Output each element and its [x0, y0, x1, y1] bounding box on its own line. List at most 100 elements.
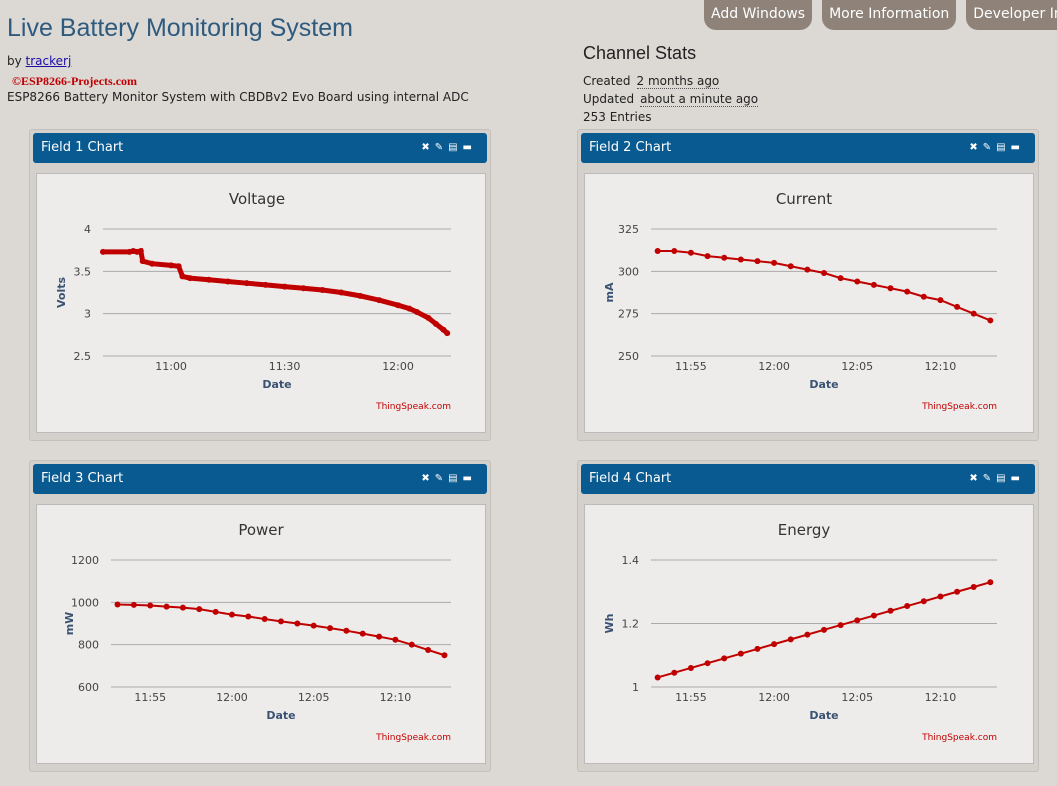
x-tick-label: 12:05: [298, 691, 330, 704]
data-point: [920, 293, 927, 300]
chart-area: Current 325 300 275 250 11:55 12:00 12:05 12:10 D…: [584, 173, 1034, 433]
data-point: [954, 588, 961, 595]
pencil-icon[interactable]: ✎: [434, 142, 449, 153]
channel-stats: Channel Stats Created 2 months ago Update…: [583, 43, 759, 126]
channel-stats-title: Channel Stats: [583, 43, 697, 63]
data-point: [887, 607, 894, 614]
y-tick-label: 1200: [71, 554, 99, 567]
add-windows-button[interactable]: Add Windows: [704, 0, 813, 30]
x-tick-label: 12:05: [841, 360, 873, 373]
chart-panel-field-3: Field 3 Chart ✖✎▤▬ Power 1200 1000 800 600 11…: [29, 460, 491, 772]
data-point: [754, 258, 761, 265]
x-axis-label: Date: [262, 378, 291, 391]
more-information-button[interactable]: More Information: [822, 0, 957, 30]
x-tick-label: 12:10: [925, 360, 957, 373]
minimize-icon[interactable]: ▬: [1010, 473, 1025, 484]
data-point: [413, 308, 420, 315]
data-point: [954, 303, 961, 310]
panel-header: Field 3 Chart ✖✎▤▬: [33, 464, 487, 494]
y-tick-label: 3.5: [74, 265, 92, 278]
data-point: [687, 664, 694, 671]
data-point: [937, 297, 944, 304]
comment-icon[interactable]: ▤: [448, 473, 463, 484]
by-label: by: [7, 54, 22, 68]
chart-title: Voltage: [229, 190, 285, 208]
thingspeak-credit: ThingSpeak.com: [921, 733, 997, 743]
comment-icon[interactable]: ▤: [448, 142, 463, 153]
thingspeak-credit: ThingSpeak.com: [375, 733, 451, 743]
minimize-icon[interactable]: ▬: [1010, 142, 1025, 153]
close-icon[interactable]: ✖: [421, 473, 435, 484]
page-title: Live Battery Monitoring System: [7, 14, 353, 42]
data-point: [987, 317, 994, 324]
chart-title: Current: [776, 190, 832, 208]
data-point: [343, 627, 350, 634]
data-point: [654, 674, 661, 681]
data-point: [441, 652, 448, 659]
data-point: [425, 646, 432, 653]
comment-icon[interactable]: ▤: [996, 473, 1011, 484]
minimize-icon[interactable]: ▬: [462, 473, 477, 484]
series-line: [657, 250, 991, 322]
minimize-icon[interactable]: ▬: [462, 142, 477, 153]
thingspeak-credit: ThingSpeak.com: [375, 402, 451, 412]
data-point: [139, 258, 146, 265]
y-axis-label: Wh: [603, 614, 616, 634]
data-point: [392, 636, 399, 643]
data-point: [804, 266, 811, 273]
panel-header: Field 4 Chart ✖✎▤▬: [581, 464, 1035, 494]
data-point: [671, 248, 678, 255]
data-point: [704, 253, 711, 260]
data-point: [187, 275, 193, 282]
panel-title: Field 1 Chart: [41, 140, 124, 155]
updated-value: about a minute ago: [640, 92, 759, 107]
panel-header: Field 1 Chart ✖✎▤▬: [33, 133, 487, 163]
x-tick-label: 11:30: [269, 360, 301, 373]
data-point: [837, 275, 844, 282]
series-line: [117, 603, 445, 657]
data-point: [425, 314, 432, 321]
x-tick-label: 12:00: [758, 691, 790, 704]
y-axis-label: mA: [603, 282, 616, 302]
close-icon[interactable]: ✖: [421, 142, 435, 153]
close-icon[interactable]: ✖: [969, 142, 983, 153]
author-link[interactable]: trackerj: [25, 54, 72, 68]
y-tick-label: 600: [78, 681, 99, 694]
developer-info-button[interactable]: Developer Info: [966, 0, 1057, 30]
data-point: [737, 650, 744, 657]
created-label: Created: [583, 74, 631, 88]
data-point: [310, 622, 317, 629]
data-point: [721, 655, 728, 662]
created-value: 2 months ago: [636, 74, 720, 89]
panel-title: Field 4 Chart: [589, 471, 672, 486]
data-point: [704, 660, 711, 667]
data-point: [196, 606, 203, 613]
data-point: [319, 286, 326, 293]
data-point: [294, 620, 301, 627]
x-tick-label: 12:00: [382, 360, 414, 373]
x-tick-label: 11:55: [675, 691, 707, 704]
pencil-icon[interactable]: ✎: [982, 473, 997, 484]
top-tabs: Add Windows More Information Developer I…: [704, 0, 1057, 30]
pencil-icon[interactable]: ✎: [982, 142, 997, 153]
thingspeak-credit: ThingSpeak.com: [921, 402, 997, 412]
comment-icon[interactable]: ▤: [996, 142, 1011, 153]
x-tick-label: 12:10: [380, 691, 412, 704]
entries-count: 253 Entries: [583, 110, 652, 124]
data-point: [754, 645, 761, 652]
data-point: [671, 669, 678, 676]
y-tick-label: 1: [632, 681, 639, 694]
updated-label: Updated: [583, 92, 635, 106]
data-point: [168, 262, 175, 269]
close-icon[interactable]: ✖: [969, 473, 983, 484]
data-point: [278, 618, 284, 625]
data-point: [327, 625, 334, 632]
data-point: [771, 259, 778, 266]
pencil-icon[interactable]: ✎: [434, 473, 449, 484]
x-tick-label: 12:10: [925, 691, 957, 704]
data-point: [243, 280, 250, 287]
data-point: [205, 276, 212, 283]
data-point: [904, 288, 911, 295]
y-tick-label: 4: [84, 223, 91, 236]
chart-svg: Power 1200 1000 800 600 11:55 12:00 12:05 12:10 D…: [63, 521, 451, 743]
